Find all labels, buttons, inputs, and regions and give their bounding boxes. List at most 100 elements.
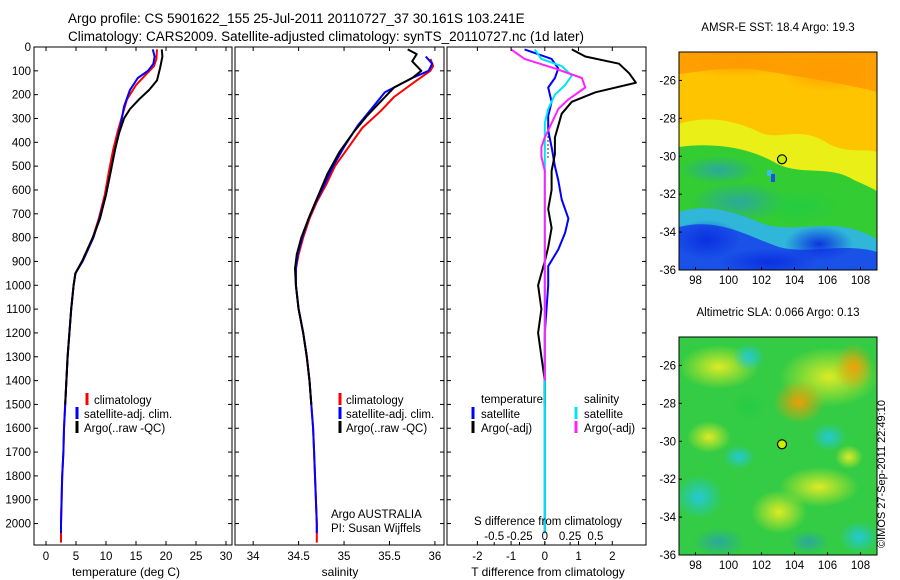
legend-label-satellite: satellite-adj. clim. — [84, 409, 172, 421]
legend-label-climatology: climatology — [346, 395, 404, 407]
legend-label-temp-argo: Argo(-adj) — [481, 423, 532, 435]
salinity-legend: climatology satellite-adj. clim. Argo(..… — [338, 393, 434, 435]
depth-tick-label: 1800 — [5, 471, 31, 483]
temperature-x-tick-label: 15 — [130, 551, 143, 563]
sla-map-lon-label: 104 — [785, 560, 805, 572]
temperature-legend: climatology satellite-adj. clim. Argo(..… — [75, 393, 172, 435]
depth-tick-label: 700 — [12, 209, 31, 221]
difference-series-temperature-argo-adj — [537, 48, 637, 405]
sst-map-axes: 98 100 102 104 106 108 -26 -28 -30 -32 -34 -36 — [659, 75, 870, 287]
difference-series-salinity-argo-adj — [510, 48, 587, 381]
depth-tick-label: 2000 — [5, 519, 31, 531]
depth-tick-label: 1500 — [5, 399, 31, 411]
difference-series-temperature-satellite — [524, 48, 570, 534]
salinity-series-satellite-adj-clim — [294, 55, 434, 534]
sla-map-lat-label: -30 — [659, 436, 676, 448]
sla-map-lat-label: -36 — [659, 550, 676, 562]
difference-legend: temperature salinity satellite Argo(-adj… — [471, 394, 635, 435]
sla-argo-location-marker — [776, 439, 788, 450]
depth-tick-label: 600 — [12, 185, 31, 197]
depth-tick-label: 800 — [12, 233, 31, 245]
depth-tick-label: 1600 — [5, 423, 31, 435]
difference-series-layer — [510, 48, 637, 534]
temperature-series-climatology — [60, 49, 158, 543]
sst-argo-location-marker — [776, 154, 788, 165]
sst-map-lon-label: 108 — [851, 275, 870, 287]
difference-x-tick-label: 2 — [609, 551, 615, 563]
difference-frame — [446, 46, 647, 546]
temperature-difference-label: T difference from climatology — [471, 565, 625, 579]
difference-series-salinity-satellite — [533, 48, 573, 534]
figure-title-line1: Argo profile: CS 5901622_155 25-Jul-2011… — [68, 11, 525, 26]
temperature-x-tick-label: 30 — [220, 551, 233, 563]
sst-map-image — [679, 52, 877, 270]
temperature-series-satellite-adj-clim — [60, 49, 156, 534]
sla-map-lon-label: 106 — [818, 560, 837, 572]
principal-investigator-label: PI: Susan Wijffels — [331, 523, 421, 535]
difference-x-tick-label: -2 — [472, 551, 482, 563]
sst-map-lon-label: 104 — [785, 275, 805, 287]
legend-label-sal-argo: Argo(-adj) — [584, 423, 635, 435]
salinity-frame — [234, 46, 445, 546]
depth-tick-label: 300 — [12, 113, 31, 125]
salinity-x-tick-label: 35 — [338, 551, 351, 563]
temperature-x-tick-label: 10 — [100, 551, 113, 563]
sla-map-lon-label: 98 — [689, 560, 702, 572]
sst-map-lat-label: -36 — [659, 265, 676, 277]
imos-timestamp: ©IMOS 27-Sep-2011 22:49:10 — [876, 400, 888, 548]
difference-panel: temperature salinity satellite Argo(-adj… — [446, 46, 647, 579]
depth-tick-label: 1300 — [5, 352, 31, 364]
depth-tick-label: 400 — [12, 137, 31, 149]
sla-map-lat-label: -26 — [659, 360, 676, 372]
depth-tick-label: 500 — [12, 161, 31, 173]
sst-map-lat-label: -28 — [659, 113, 676, 125]
salinity-x-tick-label: 35.5 — [378, 551, 400, 563]
sst-map-title: AMSR-E SST: 18.4 Argo: 19.3 — [701, 22, 854, 34]
sst-map-lat-label: -34 — [659, 227, 676, 239]
difference-x-tick-label: 1 — [575, 551, 581, 563]
salinity-series-climatology — [294, 58, 435, 543]
sla-map-lat-label: -28 — [659, 398, 676, 410]
legend-label-argo: Argo(..raw -QC) — [84, 423, 165, 435]
sst-map-lon-label: 102 — [752, 275, 771, 287]
salinity-x-tick-label: 36 — [429, 551, 442, 563]
depth-tick-label: 1900 — [5, 495, 31, 507]
legend-label-temp-satellite: satellite — [481, 409, 520, 421]
depth-tick-label: 1000 — [5, 280, 31, 292]
legend-label-satellite: satellite-adj. clim. — [346, 409, 434, 421]
sst-map-lat-label: -26 — [659, 75, 676, 87]
difference-x-tick-label: -1 — [506, 551, 516, 563]
salinity-series-layer — [294, 48, 435, 543]
salinity-panel: climatology satellite-adj. clim. Argo(..… — [234, 46, 445, 579]
argo-program-label: Argo AUSTRALIA — [331, 509, 422, 521]
difference-x-tick-label: 0 — [542, 551, 548, 563]
sla-map-lon-label: 108 — [851, 560, 870, 572]
temperature-series-argo-raw-qc — [64, 49, 164, 405]
sst-map: AMSR-E SST: 18.4 Argo: 19.3 98 100 102 104 1… — [659, 22, 878, 287]
sst-map-lat-label: -32 — [659, 189, 676, 201]
legend-group-salinity: salinity — [584, 394, 619, 406]
depth-tick-label: 900 — [12, 256, 31, 268]
depth-tick-label: 1700 — [5, 447, 31, 459]
temperature-x-tick-label: 25 — [190, 551, 203, 563]
sla-map-image — [679, 337, 877, 555]
salinity-difference-tick-label: 0.5 — [587, 531, 603, 543]
temperature-series-layer — [60, 49, 164, 543]
figure-title-line2: Climatology: CARS2009. Satellite-adjuste… — [68, 29, 585, 44]
temperature-x-label: temperature (deg C) — [72, 565, 180, 579]
sst-map-lon-label: 100 — [719, 275, 738, 287]
depth-tick-label: 0 — [25, 42, 31, 54]
salinity-difference-label: S difference from climatology — [474, 516, 622, 528]
sla-map-axes: 98 100 102 104 106 108 -26 -28 -30 -32 -34 -36 — [659, 360, 870, 572]
legend-label-climatology: climatology — [94, 395, 152, 407]
salinity-difference-tick-label: 0.25 — [559, 531, 581, 543]
depth-tick-label: 1200 — [5, 328, 31, 340]
temperature-x-tick-label: 5 — [73, 551, 79, 563]
temperature-x-tick-label: 20 — [160, 551, 173, 563]
sst-map-lat-label: -30 — [659, 151, 676, 163]
salinity-x-label: salinity — [322, 565, 359, 579]
sla-map: Altimetric SLA: 0.066 Argo: 0.13 98 100 10… — [659, 307, 878, 572]
sla-map-lat-label: -34 — [659, 512, 676, 524]
legend-label-argo: Argo(..raw -QC) — [346, 423, 427, 435]
temperature-panel: climatology satellite-adj. clim. Argo(..… — [5, 42, 233, 579]
